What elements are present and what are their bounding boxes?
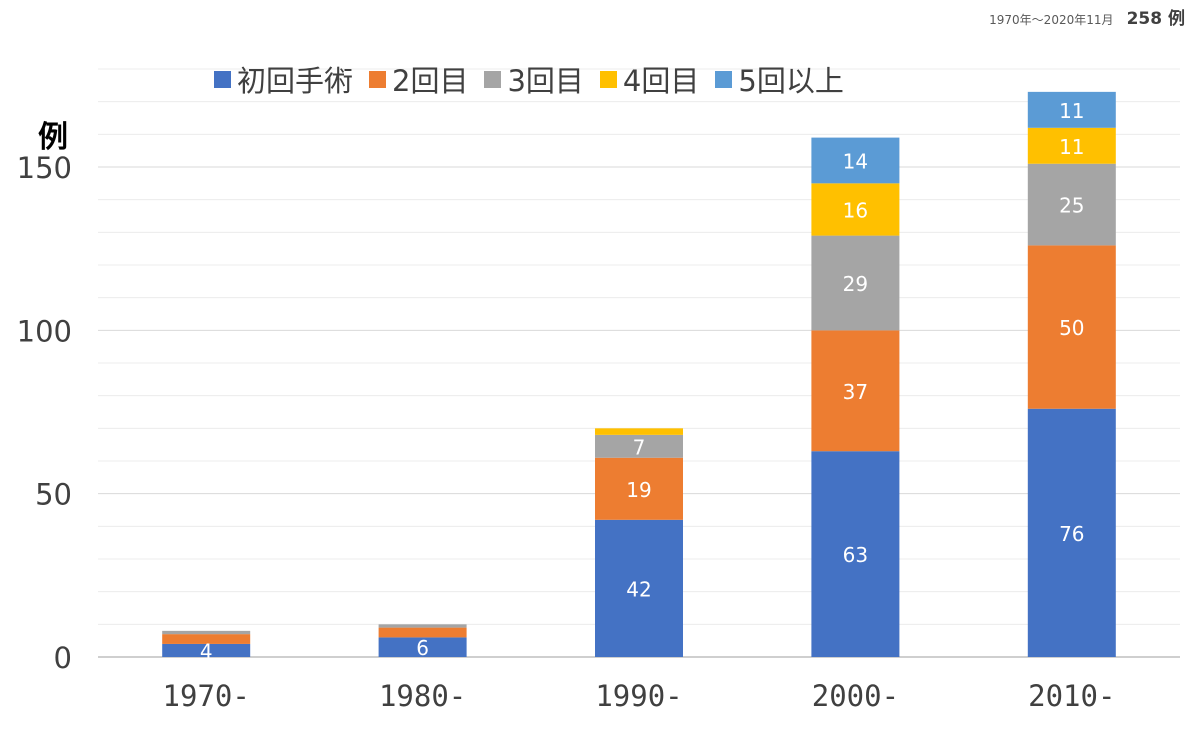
legend-swatch — [599, 70, 617, 88]
y-tick-label: 50 — [35, 478, 72, 512]
legend-label: 4回目 — [622, 64, 700, 98]
bar-segment — [378, 627, 467, 638]
bar-segment — [378, 624, 467, 628]
bar-segment — [811, 451, 900, 657]
legend-swatch — [214, 70, 231, 88]
bar-segment — [1027, 91, 1116, 128]
y-axis-unit-label: 例 — [38, 120, 68, 155]
data-label: 6 — [416, 636, 429, 660]
bar-segment — [1027, 163, 1116, 246]
legend-swatch — [484, 70, 502, 88]
data-label: 50 — [1059, 316, 1084, 340]
bar-segment — [595, 519, 683, 657]
x-tick-label: 1970- — [163, 679, 250, 713]
x-tick-label: 2000- — [812, 679, 899, 713]
legend-entry: 3回目 — [484, 58, 584, 100]
legend: 初回手術 2回目 3回目 4回目 5回以上 — [214, 58, 860, 100]
date-range: 1970年〜2020年11月 — [989, 13, 1114, 27]
bar-segment — [595, 457, 683, 520]
bar-segment — [162, 630, 251, 635]
bar-segment — [811, 235, 900, 331]
legend-entry: 4回目 — [599, 58, 700, 100]
bar-segment — [595, 428, 683, 435]
bar-segment — [378, 637, 467, 657]
data-labels: 4 6 42 19 7 63 37 29 16 14 76 50 25 11 11 — [200, 99, 1085, 664]
data-label: 37 — [843, 380, 868, 404]
data-label: 4 — [200, 639, 213, 663]
data-label: 76 — [1059, 522, 1084, 546]
gridlines — [98, 68, 1180, 658]
data-label: 63 — [843, 543, 868, 567]
bar-segment — [595, 434, 683, 458]
total-count: 258 例 — [1126, 9, 1185, 29]
legend-label: 5回以上 — [738, 64, 844, 98]
y-tick-label: 150 — [17, 151, 72, 185]
bar-segment — [811, 137, 900, 184]
y-tick-label: 100 — [17, 314, 72, 348]
bar-segment — [1027, 127, 1116, 164]
data-label: 29 — [843, 272, 868, 296]
bar-segment — [1027, 245, 1116, 409]
legend-swatch — [715, 70, 733, 88]
legend-swatch — [369, 70, 387, 88]
header-note: 1970年〜2020年11月 258 例 — [989, 4, 1185, 29]
x-tick-label: 1990- — [595, 679, 682, 713]
data-label: 7 — [633, 435, 646, 459]
legend-label: 初回手術 — [237, 64, 354, 98]
y-tick-label: 0 — [54, 641, 72, 675]
bar-segment — [1027, 408, 1116, 657]
data-label: 19 — [626, 478, 651, 502]
bars — [162, 91, 1116, 657]
x-axis: 1970- 1980- 1990- 2000- 2010- — [163, 679, 1116, 713]
data-label: 14 — [843, 149, 868, 173]
data-label: 42 — [626, 577, 651, 601]
bar-segment — [811, 183, 900, 236]
data-label: 25 — [1059, 194, 1084, 218]
legend-entry: 初回手術 — [214, 58, 353, 100]
legend-label: 2回目 — [392, 64, 469, 98]
x-tick-label: 1980- — [379, 679, 466, 713]
y-axis: 0 50 100 150 — [17, 151, 72, 675]
bar-segment — [811, 330, 900, 452]
legend-label: 3回目 — [507, 64, 584, 98]
legend-entry: 2回目 — [369, 58, 468, 100]
bar-segment — [162, 643, 251, 657]
bar-segment — [162, 634, 251, 644]
data-label: 16 — [843, 198, 868, 222]
legend-entry: 5回以上 — [715, 58, 844, 100]
data-label: 11 — [1059, 99, 1084, 123]
x-tick-label: 2010- — [1028, 679, 1115, 713]
data-label: 11 — [1059, 135, 1084, 159]
